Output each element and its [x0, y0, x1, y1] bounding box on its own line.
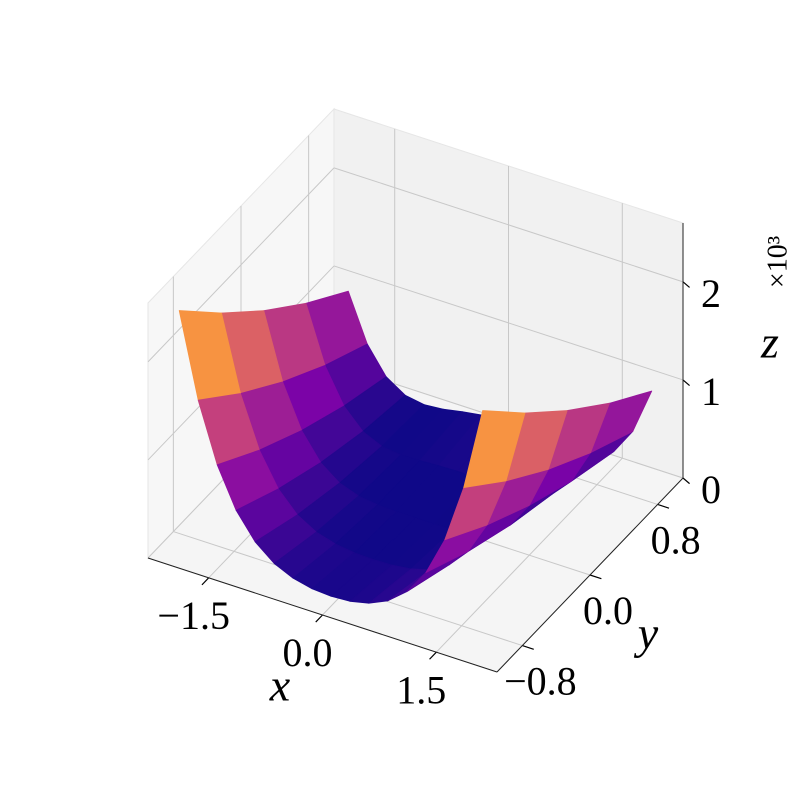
- grid-line: [147, 167, 335, 363]
- x-tick-label: 1.5: [396, 667, 446, 712]
- y-axis-line: [496, 477, 684, 673]
- x-tick-label: 0.0: [283, 630, 333, 675]
- y-axis-label: y: [634, 608, 659, 659]
- x-tick: [201, 577, 210, 586]
- y-tick: [522, 644, 534, 650]
- z-tick-label: 0: [701, 467, 721, 512]
- z-offset-label: ×10³: [762, 236, 793, 288]
- x-tick-label: −1.5: [157, 593, 230, 638]
- x-axis-line: [147, 557, 498, 673]
- z-tick: [682, 281, 690, 288]
- y-tick-label: 0.8: [651, 518, 701, 563]
- z-tick-label: 1: [701, 369, 721, 414]
- axes: [147, 223, 690, 673]
- x-tick: [429, 651, 437, 660]
- y-tick-label: 0.0: [583, 588, 633, 633]
- y-tick-label: −0.8: [504, 659, 577, 704]
- y-tick: [657, 503, 670, 509]
- surface: [178, 290, 653, 604]
- x-axis-label: x: [269, 660, 291, 711]
- z-tick: [682, 477, 690, 485]
- grid-line: [333, 167, 684, 283]
- z-tick-label: 2: [701, 271, 721, 316]
- x-tick: [315, 614, 323, 623]
- surface-patch: [463, 410, 526, 489]
- y-tick: [589, 574, 602, 580]
- grid-line: [333, 265, 684, 381]
- z-tick: [682, 379, 690, 386]
- z-axis-label: z: [760, 317, 779, 368]
